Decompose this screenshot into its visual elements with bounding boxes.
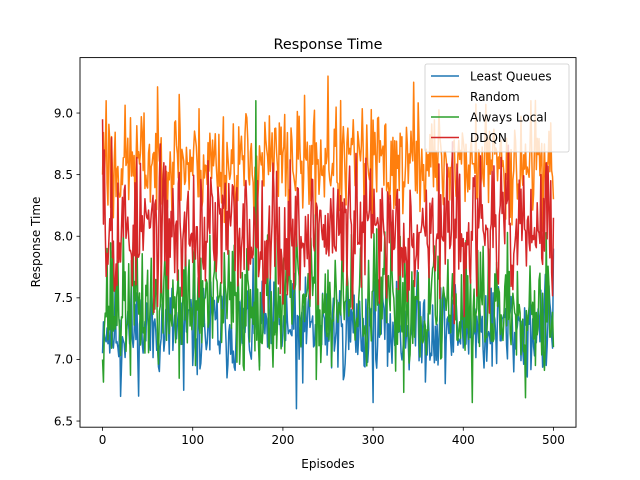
- x-tick-label: 400: [452, 433, 475, 447]
- x-axis-ticks: 0 100 200 300 400 500: [99, 427, 565, 447]
- x-tick-label: 500: [542, 433, 565, 447]
- legend: Least Queues Random Always Local DDQN: [424, 63, 570, 153]
- legend-label-0: Least Queues: [470, 69, 552, 83]
- legend-box: [424, 63, 570, 153]
- y-tick-label: 8.0: [54, 230, 73, 244]
- plot-frame: [79, 57, 577, 428]
- series-line-0: [101, 248, 555, 410]
- legend-label-1: Random: [470, 90, 520, 104]
- series-line-3: [101, 119, 555, 325]
- legend-label-2: Always Local: [470, 110, 547, 124]
- x-axis-label: Episodes: [301, 457, 354, 471]
- y-axis-label: Response Time: [29, 197, 43, 288]
- y-tick-label: 7.5: [54, 291, 73, 305]
- y-tick-label: 8.5: [54, 168, 73, 182]
- x-tick-label: 200: [271, 433, 294, 447]
- plot-lines: [101, 75, 555, 410]
- x-tick-label: 300: [362, 433, 385, 447]
- y-tick-label: 6.5: [54, 414, 73, 428]
- y-axis-ticks: 6.5 7.0 7.5 8.0 8.5 9.0: [54, 106, 80, 428]
- legend-label-3: DDQN: [470, 131, 507, 145]
- x-tick-label: 100: [181, 433, 204, 447]
- series-line-2: [101, 99, 555, 404]
- x-tick-label: 0: [99, 433, 107, 447]
- y-tick-label: 7.0: [54, 353, 73, 367]
- series-line-1: [101, 75, 555, 234]
- y-tick-label: 9.0: [54, 106, 73, 120]
- chart-title: Response Time: [274, 37, 383, 53]
